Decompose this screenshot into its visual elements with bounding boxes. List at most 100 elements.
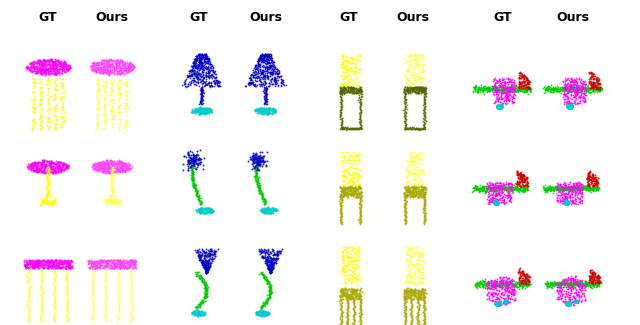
Point (97, 160, 107, 165)
Point (404, 270, 415, 276)
Point (99, 161, 109, 166)
Point (36, 315, 46, 320)
Point (516, 282, 526, 287)
Point (259, 208, 269, 214)
Point (505, 192, 515, 197)
Point (519, 84, 529, 89)
Point (196, 106, 207, 111)
Point (403, 67, 413, 72)
Point (52, 170, 62, 175)
Point (43, 164, 53, 169)
Point (593, 81, 603, 86)
Point (412, 58, 422, 63)
Point (543, 86, 554, 91)
Point (128, 316, 138, 321)
Point (492, 88, 502, 94)
Point (566, 280, 577, 286)
Point (101, 166, 111, 171)
Point (550, 86, 561, 91)
Point (348, 86, 358, 91)
Point (500, 184, 510, 189)
Point (38, 64, 48, 69)
Point (195, 253, 205, 258)
Point (42, 188, 52, 193)
Point (89, 260, 99, 265)
Point (87, 164, 97, 169)
Point (561, 85, 572, 90)
Point (558, 87, 568, 92)
Point (517, 282, 527, 288)
Point (524, 86, 534, 91)
Point (269, 65, 280, 70)
Point (33, 70, 44, 75)
Point (109, 170, 119, 175)
Point (515, 272, 525, 277)
Point (509, 187, 519, 192)
Point (127, 164, 138, 169)
Point (340, 174, 350, 179)
Point (119, 161, 129, 166)
Point (259, 87, 269, 93)
Point (33, 264, 43, 269)
Point (262, 57, 272, 62)
Point (557, 293, 567, 299)
Point (355, 297, 365, 302)
Point (497, 88, 508, 93)
Point (566, 285, 577, 290)
Point (195, 312, 205, 317)
Point (492, 199, 502, 204)
Point (502, 299, 513, 305)
Point (413, 183, 423, 188)
Point (408, 277, 419, 282)
Point (336, 61, 346, 66)
Point (338, 57, 348, 62)
Point (257, 313, 268, 318)
Point (596, 85, 606, 90)
Point (551, 86, 561, 91)
Point (495, 84, 505, 89)
Point (188, 161, 198, 166)
Point (355, 205, 365, 211)
Point (61, 294, 72, 299)
Point (563, 303, 573, 308)
Point (495, 102, 505, 107)
Point (419, 293, 429, 299)
Point (412, 251, 422, 256)
Point (484, 86, 494, 91)
Point (338, 190, 348, 196)
Point (420, 317, 430, 322)
Point (509, 282, 520, 288)
Point (200, 288, 211, 293)
Point (353, 291, 364, 296)
Point (194, 254, 204, 260)
Point (413, 61, 424, 67)
Point (580, 283, 591, 289)
Point (125, 287, 135, 292)
Point (342, 66, 353, 71)
Point (472, 186, 483, 191)
Point (94, 261, 104, 266)
Point (518, 270, 528, 275)
Point (30, 70, 40, 75)
Point (492, 187, 502, 192)
Point (493, 186, 503, 191)
Point (492, 185, 502, 190)
Point (185, 149, 195, 154)
Point (417, 79, 427, 84)
Point (30, 262, 40, 267)
Point (518, 178, 529, 184)
Point (473, 280, 483, 286)
Point (35, 68, 45, 73)
Point (116, 78, 126, 83)
Point (268, 106, 278, 111)
Point (355, 122, 365, 127)
Point (513, 176, 523, 181)
Point (266, 60, 276, 65)
Point (558, 199, 568, 204)
Point (506, 185, 516, 190)
Point (34, 60, 44, 65)
Point (194, 52, 204, 57)
Point (549, 85, 559, 90)
Point (404, 289, 414, 294)
Point (573, 284, 583, 289)
